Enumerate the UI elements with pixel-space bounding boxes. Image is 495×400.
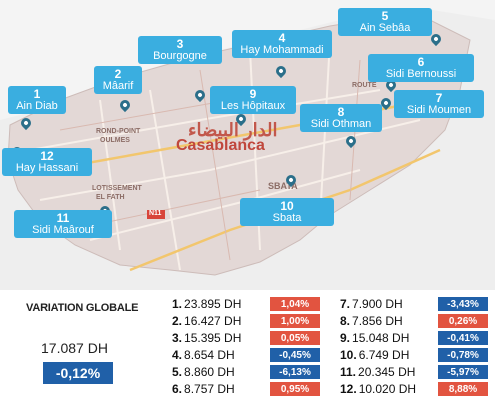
district-price: 23.895 DH bbox=[184, 297, 242, 311]
district-index: 12. bbox=[340, 382, 357, 396]
price-row-5: 5. 8.860 DH -6,13% bbox=[172, 365, 322, 379]
district-price: 6.749 DH bbox=[358, 348, 410, 362]
district-price: 7.900 DH bbox=[352, 297, 403, 311]
district-number: 6 bbox=[417, 55, 425, 69]
district-number: 5 bbox=[381, 9, 389, 23]
variation-badge: 0,05% bbox=[270, 331, 320, 345]
variation-badge: 1,00% bbox=[270, 314, 320, 328]
price-row-3: 3. 15.395 DH 0,05% bbox=[172, 331, 322, 345]
district-callout-8[interactable]: 8 Sidi Othman bbox=[300, 104, 382, 132]
district-index: 8. bbox=[340, 314, 351, 328]
price-row-12: 12. 10.020 DH 8,88% bbox=[340, 382, 490, 396]
district-index: 11. bbox=[340, 365, 357, 379]
district-map: الدار البيضاء Casablanca ROND-POINT OULM… bbox=[0, 0, 495, 290]
district-name: Bourgogne bbox=[153, 50, 207, 62]
district-index: 7. bbox=[340, 297, 351, 311]
price-row-11: 11. 20.345 DH -5,97% bbox=[340, 365, 490, 379]
variation-badge: 1,04% bbox=[270, 297, 320, 311]
variation-badge: 0,26% bbox=[438, 314, 488, 328]
district-number: 8 bbox=[337, 105, 345, 119]
district-price: 20.345 DH bbox=[358, 365, 416, 379]
price-row-4: 4. 8.654 DH -0,45% bbox=[172, 348, 322, 362]
variation-badge: -0,41% bbox=[438, 331, 488, 345]
district-index: 5. bbox=[172, 365, 183, 379]
district-index: 6. bbox=[172, 382, 183, 396]
district-callout-3[interactable]: 3 Bourgogne bbox=[138, 36, 222, 64]
global-variation-title: VARIATION GLOBALE bbox=[26, 302, 139, 314]
district-name: Sidi Othman bbox=[310, 118, 372, 130]
price-row-1: 1. 23.895 DH 1,04% bbox=[172, 297, 322, 311]
district-number: 3 bbox=[176, 37, 184, 51]
district-callout-4[interactable]: 4 Hay Mohammadi bbox=[232, 30, 332, 58]
district-number: 10 bbox=[280, 199, 294, 213]
district-number: 1 bbox=[33, 87, 41, 101]
district-callout-11[interactable]: 11 Sidi Maârouf bbox=[14, 210, 112, 238]
district-number: 11 bbox=[56, 211, 70, 225]
district-name: Les Hôpitaux bbox=[220, 100, 286, 112]
district-name: Mâarif bbox=[102, 80, 134, 92]
district-price: 7.856 DH bbox=[352, 314, 403, 328]
district-callout-2[interactable]: 2 Mâarif bbox=[94, 66, 142, 94]
price-row-2: 2. 16.427 DH 1,00% bbox=[172, 314, 322, 328]
district-index: 1. bbox=[172, 297, 183, 311]
district-price: 8.757 DH bbox=[184, 382, 235, 396]
district-callout-12[interactable]: 12 Hay Hassani bbox=[2, 148, 92, 176]
district-name: Sidi Maârouf bbox=[32, 224, 94, 236]
variation-badge: -0,78% bbox=[438, 348, 488, 362]
district-callout-5[interactable]: 5 Ain Sebâa bbox=[338, 8, 432, 36]
district-callout-1[interactable]: 1 Ain Diab bbox=[8, 86, 66, 114]
district-price: 8.860 DH bbox=[184, 365, 235, 379]
district-name: Sidi Moumen bbox=[406, 104, 472, 116]
district-price: 16.427 DH bbox=[184, 314, 242, 328]
district-callout-9[interactable]: 9 Les Hôpitaux bbox=[210, 86, 296, 114]
district-index: 10. bbox=[340, 348, 357, 362]
price-row-8: 8. 7.856 DH 0,26% bbox=[340, 314, 490, 328]
variation-badge: -6,13% bbox=[270, 365, 320, 379]
district-index: 9. bbox=[340, 331, 351, 345]
district-number: 2 bbox=[114, 67, 122, 81]
variation-badge: -3,43% bbox=[438, 297, 488, 311]
district-name: Ain Diab bbox=[16, 100, 58, 112]
variation-badge: 0,95% bbox=[270, 382, 320, 396]
variation-badge: -5,97% bbox=[438, 365, 488, 379]
district-name: Hay Mohammadi bbox=[240, 44, 324, 56]
district-number: 7 bbox=[435, 91, 443, 105]
district-index: 3. bbox=[172, 331, 183, 345]
district-price: 15.048 DH bbox=[352, 331, 410, 345]
district-name: Sbata bbox=[272, 212, 302, 224]
district-number: 12 bbox=[40, 149, 54, 163]
district-price: 8.654 DH bbox=[184, 348, 235, 362]
district-name: Hay Hassani bbox=[15, 162, 79, 174]
price-row-9: 9. 15.048 DH -0,41% bbox=[340, 331, 490, 345]
district-callout-7[interactable]: 7 Sidi Moumen bbox=[394, 90, 484, 118]
district-name: Ain Sebâa bbox=[359, 22, 411, 34]
district-price: 10.020 DH bbox=[358, 382, 417, 396]
global-variation-panel: VARIATION GLOBALE 17.087 DH -0,12% bbox=[0, 290, 160, 400]
district-callout-10[interactable]: 10 Sbata bbox=[240, 198, 334, 226]
district-index: 4. bbox=[172, 348, 183, 362]
variation-badge: 8,88% bbox=[438, 382, 488, 396]
district-callout-6[interactable]: 6 Sidi Bernoussi bbox=[368, 54, 474, 82]
district-price: 15.395 DH bbox=[184, 331, 242, 345]
district-number: 9 bbox=[249, 87, 257, 101]
price-row-10: 10. 6.749 DH -0,78% bbox=[340, 348, 490, 362]
district-index: 2. bbox=[172, 314, 183, 328]
global-variation-badge: -0,12% bbox=[43, 362, 113, 384]
variation-badge: -0,45% bbox=[270, 348, 320, 362]
district-name: Sidi Bernoussi bbox=[385, 68, 457, 80]
price-row-7: 7. 7.900 DH -3,43% bbox=[340, 297, 490, 311]
global-average-price: 17.087 DH bbox=[41, 340, 108, 356]
district-number: 4 bbox=[278, 31, 286, 45]
price-row-6: 6. 8.757 DH 0,95% bbox=[172, 382, 322, 396]
